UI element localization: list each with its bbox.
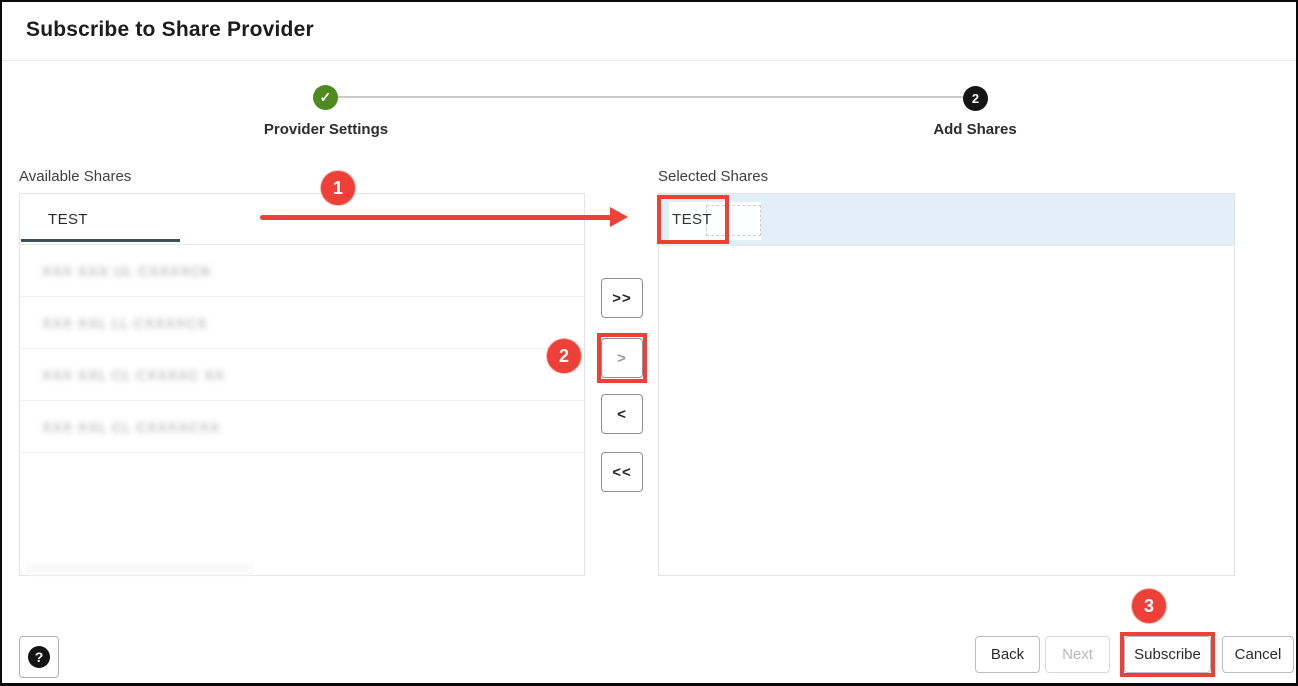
double-chevron-left-icon: << — [612, 463, 632, 481]
annotation-box-move-right — [597, 333, 647, 383]
selected-shares-list: TEST — [658, 193, 1235, 576]
redacted-share-name: XXX XXL CL CXXXXCXX — [42, 418, 221, 435]
available-share-item-redacted[interactable]: XXX XXX UL CXXXXCK — [20, 245, 584, 297]
dialog-title: Subscribe to Share Provider — [26, 18, 314, 41]
move-all-right-button[interactable]: >> — [601, 278, 643, 318]
back-button[interactable]: Back — [975, 636, 1040, 673]
redacted-partial-row — [25, 563, 254, 575]
selected-share-item-test[interactable]: TEST — [659, 194, 1234, 246]
move-right-button[interactable]: > — [601, 338, 643, 378]
check-icon: ✓ — [319, 89, 332, 105]
step-number: 2 — [971, 91, 980, 106]
question-mark-icon: ? — [28, 646, 50, 668]
available-shares-list: TEST XXX XXX UL CXXXXCK XXX XXL LL CXXXX… — [19, 193, 585, 576]
annotation-arrow-head-icon — [610, 207, 628, 227]
available-share-item-redacted[interactable]: XXX XXL CL CXXXXCXX — [20, 401, 584, 453]
annotation-arrow-line — [260, 215, 614, 220]
available-share-item-redacted[interactable]: XXX XXL LL CXXXXCX — [20, 297, 584, 349]
step-label-add-shares: Add Shares — [933, 121, 1017, 138]
move-left-button[interactable]: < — [601, 394, 643, 434]
available-share-item-redacted[interactable]: XXX XXL CL CXXXXC XX — [20, 349, 584, 401]
next-button[interactable]: Next — [1045, 636, 1110, 673]
step-label-provider-settings: Provider Settings — [263, 121, 389, 138]
annotation-badge-2: 2 — [547, 339, 581, 373]
subscribe-button[interactable]: Subscribe — [1124, 636, 1211, 673]
focus-outline — [706, 205, 761, 236]
available-shares-label: Available Shares — [19, 168, 132, 185]
available-share-item-test[interactable]: TEST — [20, 194, 584, 245]
step-provider-settings-check-icon: ✓ — [313, 85, 338, 110]
help-button[interactable]: ? — [19, 636, 59, 678]
move-all-left-button[interactable]: << — [601, 452, 643, 492]
redacted-share-name: XXX XXL CL CXXXXC XX — [42, 366, 226, 383]
redacted-share-name: XXX XXL LL CXXXXCX — [42, 314, 208, 331]
available-share-item-label: TEST — [48, 210, 88, 228]
selected-shares-label: Selected Shares — [658, 168, 769, 185]
stepper-connector-line — [337, 96, 964, 98]
chevron-right-icon: > — [617, 349, 627, 367]
step-add-shares-indicator: 2 — [963, 86, 988, 111]
header-divider — [2, 60, 1296, 61]
double-chevron-right-icon: >> — [612, 289, 632, 307]
chevron-left-icon: < — [617, 405, 627, 423]
annotation-badge-3: 3 — [1132, 589, 1166, 623]
cancel-button[interactable]: Cancel — [1222, 636, 1294, 673]
annotation-box-selected-test — [657, 195, 729, 244]
selected-share-item-label: TEST — [672, 211, 712, 228]
selected-item-underline — [21, 239, 180, 242]
redacted-share-name: XXX XXX UL CXXXXCK — [42, 262, 212, 279]
annotation-box-subscribe — [1120, 632, 1215, 677]
annotation-badge-1: 1 — [321, 171, 355, 205]
